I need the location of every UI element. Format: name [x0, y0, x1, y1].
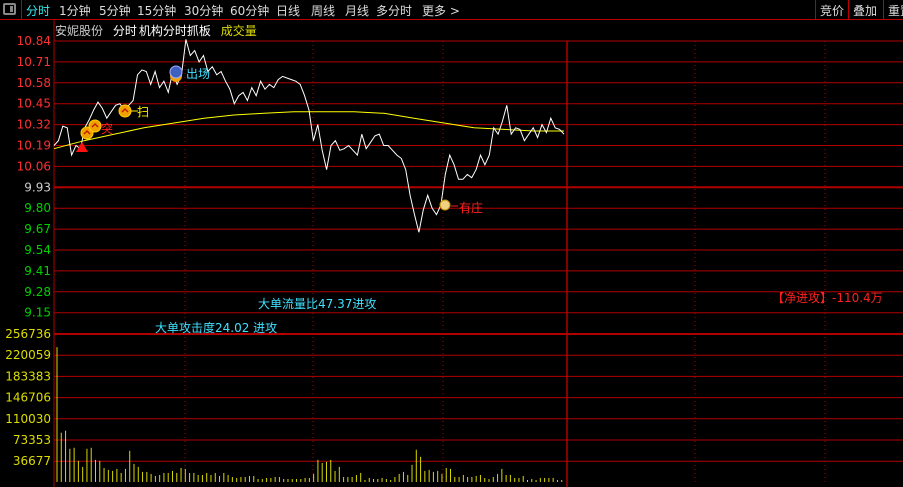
flow-ratio-text: 大单流量比47.37进攻: [258, 297, 377, 311]
price-tick-label: 10.84: [17, 34, 51, 48]
volume-tick-label: 146706: [5, 391, 51, 405]
volume-tick-label: 73353: [13, 433, 51, 447]
attack-text: 大单攻击度24.02 进攻: [155, 321, 278, 335]
divider: [21, 0, 22, 20]
tab-4[interactable]: 30分钟: [184, 4, 224, 18]
volume-label: 成交量: [220, 24, 257, 38]
view-label: 分时: [112, 24, 137, 38]
price-tick-label: 10.19: [17, 139, 51, 153]
tab-8[interactable]: 月线: [345, 4, 370, 18]
sad-face-icon: [169, 65, 183, 79]
volume-tick-label: 183383: [5, 369, 51, 383]
volume-tick-label: 220059: [5, 348, 51, 362]
tag-exit: 出场: [186, 67, 211, 81]
price-tick-label: 9.67: [24, 222, 51, 236]
tab-10[interactable]: 更多 >: [422, 4, 460, 18]
tab-1[interactable]: 1分钟: [59, 4, 91, 18]
reset-button[interactable]: 重置: [883, 0, 903, 20]
tab-3[interactable]: 15分钟: [137, 4, 177, 18]
tag-break: 突: [101, 122, 114, 136]
price-line: [53, 39, 565, 233]
price-tick-label: 10.71: [17, 55, 51, 69]
period-toolbar: 分时 1分钟 5分钟 15分钟 30分钟 60分钟 日线 周线 月线 多分时 更多 > 竞价 叠加 …: [0, 0, 903, 20]
net-attack-text: 【净进攻】-110.4万: [772, 291, 883, 305]
scan-coin-icon: [118, 104, 132, 118]
stock-name: 安妮股份: [55, 24, 104, 38]
tab-7[interactable]: 周线: [311, 4, 336, 18]
price-tick-label: 9.80: [24, 201, 51, 215]
indicator-label: 机构分时抓板: [138, 24, 211, 38]
tab-5[interactable]: 60分钟: [230, 4, 270, 18]
break-coin-icon-chevron: [83, 129, 91, 135]
auction-button[interactable]: 竞价: [815, 0, 848, 20]
money-bag-icon: [439, 199, 451, 211]
price-tick-label: 9.28: [24, 285, 51, 299]
buy-triangle-icon: [76, 142, 88, 152]
price-tick-label: 10.06: [17, 159, 51, 173]
average-price-line: [53, 111, 564, 150]
price-tick-label: 10.45: [17, 97, 51, 111]
scan-coin-icon-chevron: [121, 107, 129, 113]
volume-tick-label: 36677: [13, 454, 51, 468]
window-toggle-icon[interactable]: [3, 3, 16, 15]
tab-0[interactable]: 分时: [26, 4, 51, 18]
break-coin-icon-2: [88, 119, 102, 133]
break-coin-icon-2-chevron: [91, 122, 99, 128]
price-tick-label: 9.15: [24, 306, 51, 320]
chart-header: 安妮股份 分时 机构分时抓板 成交量: [55, 22, 263, 39]
overlay-button[interactable]: 叠加: [848, 0, 883, 20]
volume-tick-label: 110030: [5, 412, 51, 426]
price-tick-label: 9.54: [24, 243, 51, 257]
tab-9[interactable]: 多分时: [376, 4, 413, 18]
tab-6[interactable]: 日线: [276, 4, 301, 18]
price-tick-label: 10.58: [17, 76, 51, 90]
price-tick-label: 10.32: [17, 118, 51, 132]
price-tick-label: 9.93: [24, 180, 51, 194]
volume-tick-label: 256736: [5, 327, 51, 341]
price-tick-label: 9.41: [24, 264, 51, 278]
tab-2[interactable]: 5分钟: [99, 4, 131, 18]
tag-banker: 有庄: [459, 201, 484, 215]
tag-scan: 扫: [137, 105, 150, 119]
